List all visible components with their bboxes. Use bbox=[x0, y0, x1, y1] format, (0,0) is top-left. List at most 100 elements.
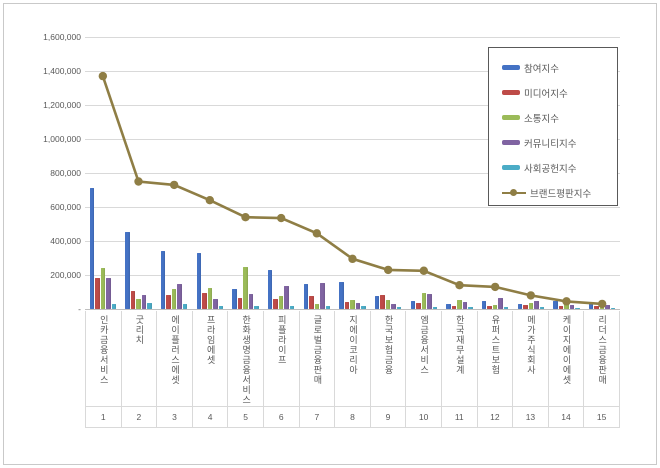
brand-index-line bbox=[98, 71, 607, 309]
bar-소통지수 bbox=[492, 304, 498, 309]
category-label: 프라임에셋 bbox=[205, 315, 216, 365]
legend-label: 미디어지수 bbox=[524, 88, 568, 100]
bar-참여지수 bbox=[89, 188, 95, 309]
bar-참여지수 bbox=[374, 296, 380, 309]
bar-커뮤니티지수 bbox=[355, 303, 361, 309]
bar-미디어지수 bbox=[594, 306, 599, 309]
category-label: 케이지에이에셋 bbox=[561, 315, 572, 385]
category-number: 1 bbox=[85, 407, 122, 428]
bar-group bbox=[442, 37, 478, 309]
category-number: 6 bbox=[263, 407, 300, 428]
category-number: 2 bbox=[121, 407, 158, 428]
bar-커뮤니티지수 bbox=[248, 293, 254, 309]
line-marker bbox=[562, 297, 571, 306]
category-label: 글로벌금융판매 bbox=[312, 315, 323, 385]
category-number: 12 bbox=[477, 407, 514, 428]
bar-미디어지수 bbox=[237, 297, 243, 309]
bar-사회공헌지수 bbox=[147, 303, 152, 309]
category-label-cell: 한국재무설계 bbox=[441, 311, 478, 407]
legend-bar-swatch-icon bbox=[502, 64, 520, 71]
category-label-cell: 한화생명금융서비스 bbox=[228, 311, 264, 407]
bar-커뮤니티지수 bbox=[534, 301, 539, 309]
category-number: 4 bbox=[192, 407, 229, 428]
category-label: 피플라이프 bbox=[276, 315, 287, 365]
bar-소통지수 bbox=[136, 298, 141, 309]
bar-커뮤니티지수 bbox=[391, 303, 396, 309]
bar-소통지수 bbox=[350, 299, 355, 309]
gridline bbox=[85, 71, 620, 72]
bar-group bbox=[299, 37, 335, 309]
bar-참여지수 bbox=[481, 301, 487, 309]
bar-커뮤니티지수 bbox=[498, 297, 503, 309]
category-label: 굿리치 bbox=[134, 315, 145, 345]
gridline bbox=[85, 275, 620, 276]
legend-label: 사회공헌지수 bbox=[524, 163, 577, 175]
legend-label: 커뮤니티지수 bbox=[524, 138, 577, 150]
legend-item-미디어지수: 미디어지수 bbox=[502, 80, 617, 105]
bar-커뮤니티지수 bbox=[141, 294, 147, 309]
legend-label: 브랜드평판지수 bbox=[530, 188, 592, 200]
bar-참여지수 bbox=[410, 300, 416, 309]
legend-item-소통지수: 소통지수 bbox=[502, 105, 617, 130]
gridline bbox=[85, 139, 620, 140]
category-number: 13 bbox=[513, 407, 549, 428]
y-tick-label: 1,000,000 bbox=[43, 134, 81, 144]
category-number: 9 bbox=[370, 407, 407, 428]
bar-group bbox=[228, 37, 264, 309]
legend-bar-swatch-icon bbox=[502, 139, 520, 146]
legend-item-커뮤니티지수: 커뮤니티지수 bbox=[502, 130, 617, 155]
y-tick-label: 600,000 bbox=[50, 202, 81, 212]
legend-bar-swatch-icon bbox=[502, 164, 520, 171]
legend-item-브랜드평판지수: 브랜드평판지수 bbox=[502, 180, 617, 205]
category-label: 한국보험금융 bbox=[383, 315, 394, 375]
bar-사회공헌지수 bbox=[289, 305, 295, 309]
bar-group bbox=[406, 37, 442, 309]
bar-사회공헌지수 bbox=[432, 307, 438, 309]
line-marker bbox=[455, 281, 464, 290]
bar-소통지수 bbox=[457, 299, 462, 309]
bar-group bbox=[121, 37, 157, 309]
line-marker bbox=[526, 291, 536, 300]
category-label: 한화생명금융서비스 bbox=[241, 315, 252, 405]
category-number: 3 bbox=[157, 407, 193, 428]
y-tick-label: 1,600,000 bbox=[43, 32, 81, 42]
bar-소통지수 bbox=[528, 303, 534, 309]
bar-사회공헌지수 bbox=[111, 303, 117, 309]
category-number: 15 bbox=[584, 407, 620, 428]
legend-line-swatch-icon bbox=[502, 189, 526, 196]
bar-미디어지수 bbox=[202, 292, 207, 309]
bar-group bbox=[156, 37, 192, 309]
line-marker bbox=[276, 213, 286, 223]
bar-참여지수 bbox=[339, 281, 344, 309]
y-tick-label: 1,400,000 bbox=[43, 66, 81, 76]
bar-커뮤니티지수 bbox=[462, 302, 468, 309]
bar-series-area bbox=[85, 37, 620, 309]
bar-group bbox=[85, 37, 121, 309]
bar-소통지수 bbox=[385, 299, 391, 309]
legend: 참여지수 미디어지수 소통지수 커뮤니티지수 사회공헌지수 브랜드평판지수 bbox=[488, 47, 618, 206]
bar-미디어지수 bbox=[416, 303, 421, 309]
bar-커뮤니티지수 bbox=[213, 298, 218, 309]
bar-커뮤니티지수 bbox=[569, 304, 575, 309]
line-marker bbox=[241, 213, 250, 222]
category-label-cell: 글로벌금융판매 bbox=[299, 311, 336, 407]
line-marker bbox=[312, 229, 322, 238]
bar-소통지수 bbox=[171, 288, 177, 309]
bar-참여지수 bbox=[125, 231, 130, 309]
bar-미디어지수 bbox=[309, 296, 314, 309]
legend-label: 소통지수 bbox=[524, 113, 559, 125]
category-label-cell: 유퍼스트보험 bbox=[477, 311, 514, 407]
line-marker bbox=[419, 266, 429, 275]
category-label-cell: 에이플러스에셋 bbox=[157, 311, 193, 407]
category-number: 10 bbox=[406, 407, 442, 428]
bar-미디어지수 bbox=[344, 302, 350, 309]
category-label-cell: 리더스금융판매 bbox=[584, 311, 620, 407]
gridline bbox=[85, 105, 620, 106]
bar-커뮤니티지수 bbox=[284, 286, 289, 309]
bar-사회공헌지수 bbox=[361, 306, 366, 309]
bar-사회공헌지수 bbox=[254, 305, 259, 309]
category-label-cell: 피플라이프 bbox=[263, 311, 300, 407]
gridline bbox=[85, 37, 620, 38]
bar-사회공헌지수 bbox=[610, 308, 616, 309]
line-marker bbox=[597, 299, 607, 309]
